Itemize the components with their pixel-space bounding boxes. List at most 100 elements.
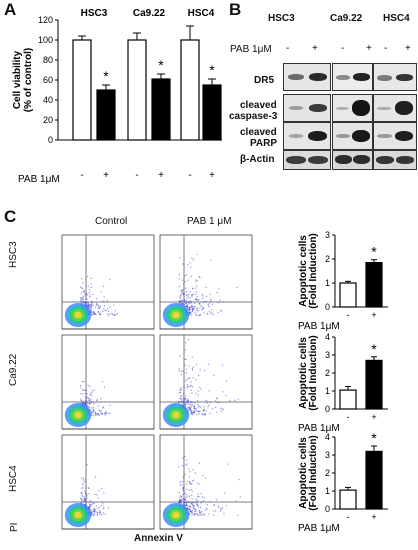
flow-event-dot [90, 308, 92, 310]
flow-event-dot [90, 314, 92, 316]
flow-event-dot [197, 400, 199, 402]
flow-event-dot [180, 373, 182, 375]
flow-event-dot [192, 305, 194, 307]
flow-event-dot [183, 301, 185, 303]
flow-event-dot [86, 404, 88, 406]
flow-event-dot [82, 299, 84, 301]
flow-event-dot [102, 503, 104, 505]
flow-event-dot [113, 313, 116, 316]
flow-event-dot [91, 504, 93, 506]
flow-density-core [74, 311, 82, 319]
flow-event-dot [191, 514, 193, 516]
flow-event-dot [89, 294, 91, 296]
flow-event-dot [100, 398, 102, 400]
flow-event-dot [190, 303, 192, 305]
flow-event-dot [183, 292, 185, 295]
flow-event-dot [199, 314, 201, 317]
flow-event-dot [82, 301, 84, 303]
flow-event-dot [188, 409, 190, 411]
flow-event-dot [192, 508, 194, 510]
flow-event-dot [91, 392, 93, 394]
flow-event-dot [81, 498, 83, 500]
flow-event-dot [91, 300, 93, 303]
flow-event-dot [184, 504, 186, 506]
treatment-sign: + [209, 170, 215, 181]
flow-event-dot [98, 506, 100, 509]
flow-event-dot [92, 313, 94, 315]
flow-event-dot [101, 412, 103, 415]
flow-event-dot [190, 314, 192, 316]
flow-event-dot [193, 408, 195, 410]
flow-event-dot [85, 395, 87, 397]
flow-event-dot [181, 401, 183, 403]
flow-event-dot [87, 303, 89, 306]
flow-event-dot [80, 393, 82, 395]
flow-event-dot [196, 414, 198, 416]
flow-event-dot [92, 311, 94, 313]
flow-event-dot [229, 400, 231, 402]
flow-event-dot [189, 309, 191, 311]
flow-event-dot [84, 301, 86, 303]
flow-event-dot [101, 501, 103, 503]
flow-event-dot [81, 494, 83, 497]
flow-event-dot [201, 513, 203, 515]
flow-event-dot [191, 503, 193, 505]
flow-event-dot [197, 493, 199, 495]
flow-event-dot [189, 377, 191, 379]
flow-event-dot [193, 507, 195, 509]
flow-event-dot [96, 494, 98, 496]
flow-event-dot [91, 390, 94, 392]
flow-event-dot [204, 300, 206, 303]
flow-event-dot [216, 401, 219, 404]
flow-event-dot [188, 481, 191, 483]
flow-event-dot [90, 504, 92, 506]
small-chart-treatment-label: PAB 1μM [298, 523, 340, 534]
significance-star: * [371, 430, 377, 446]
flow-event-dot [178, 370, 180, 372]
flow-event-dot [91, 512, 93, 515]
flow-event-dot [87, 397, 89, 399]
flow-row-label-hsc3: HSC3 [8, 241, 19, 268]
flow-event-dot [183, 504, 185, 506]
flow-event-dot [102, 407, 104, 409]
flow-event-dot [200, 406, 202, 408]
flow-event-dot [93, 508, 95, 510]
flow-event-dot [204, 369, 206, 371]
flow-event-dot [237, 398, 239, 400]
flow-event-dot [189, 508, 191, 510]
flow-event-dot [200, 305, 202, 307]
flow-event-dot [80, 498, 82, 501]
flow-event-dot [98, 511, 100, 514]
small-chart-sign: + [371, 512, 376, 522]
flow-event-dot [178, 296, 180, 298]
flow-density-core [74, 411, 82, 419]
flow-event-dot [216, 411, 218, 413]
flow-event-dot [201, 501, 203, 503]
flow-event-dot [188, 385, 190, 388]
flow-event-dot [82, 402, 84, 404]
flow-event-dot [198, 462, 201, 464]
flow-event-dot [83, 497, 85, 500]
flow-event-dot [194, 514, 196, 516]
flow-event-dot [205, 295, 208, 297]
flow-event-dot [96, 514, 98, 516]
flow-event-dot [204, 400, 206, 402]
flow-event-dot [209, 501, 211, 503]
flow-event-dot [201, 293, 203, 296]
flow-event-dot [88, 506, 90, 508]
small-chart-y-label-line2: (Fold Induction) [308, 335, 319, 411]
flow-event-dot [239, 496, 241, 498]
flow-event-dot [90, 414, 92, 416]
flow-event-dot [201, 511, 203, 513]
flow-event-dot [186, 504, 188, 506]
flow-event-dot [180, 501, 182, 503]
flow-event-dot [193, 406, 195, 408]
y-tick-label: 120 [38, 15, 53, 25]
flow-event-dot [186, 295, 188, 297]
flow-event-dot [89, 500, 91, 502]
flow-event-dot [198, 510, 200, 512]
flow-event-dot [208, 305, 210, 308]
flow-event-dot [206, 504, 209, 506]
flow-event-dot [209, 293, 211, 295]
flow-event-dot [223, 513, 225, 515]
